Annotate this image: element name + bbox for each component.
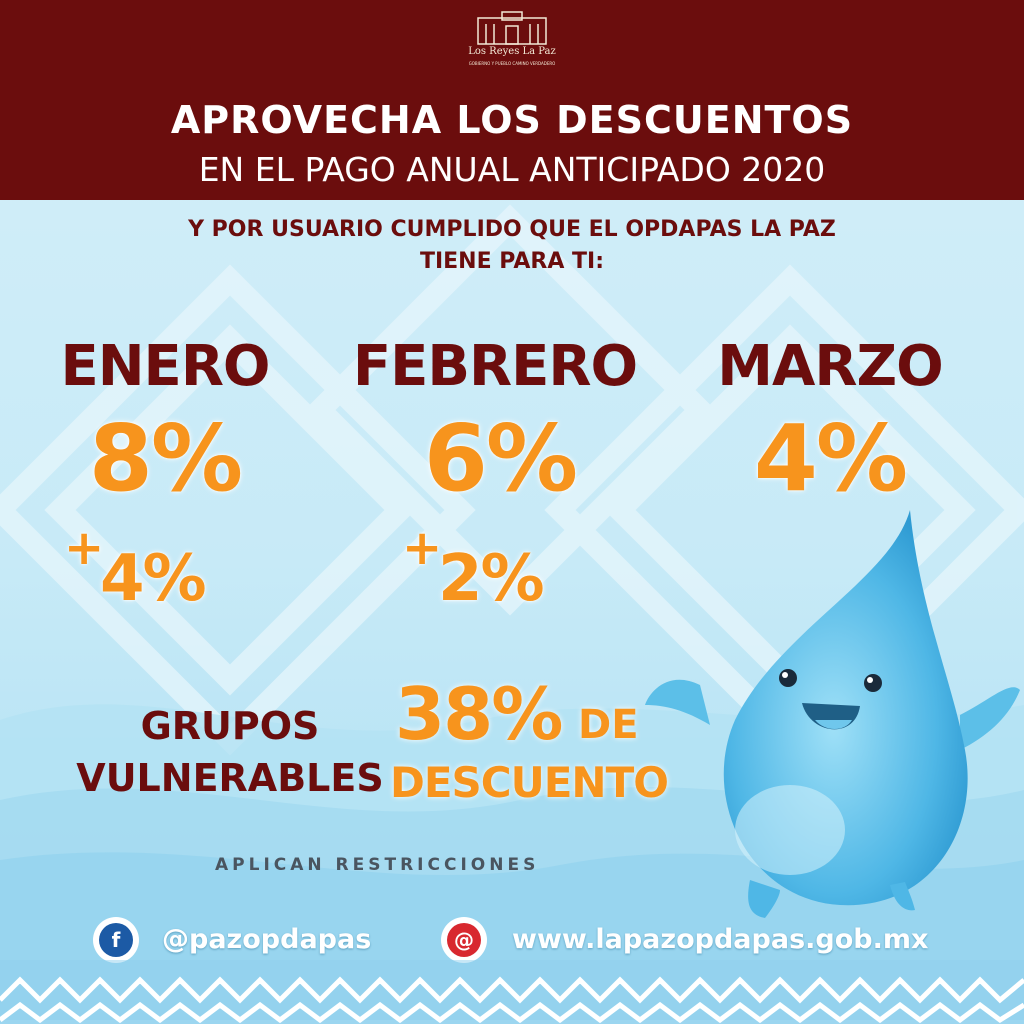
extra-discount-enero: 4% — [100, 542, 207, 616]
municipality-logo: Los Reyes La Paz GOBIERNO Y PUEBLO CAMIN… — [452, 10, 572, 80]
month-febrero: FEBRERO — [352, 334, 638, 399]
footer-pattern — [0, 960, 1024, 1024]
discount-marzo: 4% — [753, 405, 908, 512]
logo-title: Los Reyes La Paz — [468, 46, 556, 57]
subtitle: Y POR USUARIO CUMPLIDO QUE EL OPDAPAS LA… — [0, 214, 1024, 278]
organization-name: OPDAPAS LA PAZ — [625, 217, 836, 242]
discount-enero: 8% — [88, 405, 243, 512]
headline-sub: EN EL PAGO ANUAL ANTICIPADO 2020 — [198, 150, 826, 189]
vulnerable-discount-word: DESCUENTO — [390, 758, 669, 807]
plus-sign-febrero: + — [402, 520, 442, 576]
facebook-handle[interactable]: @pazopdapas — [162, 924, 372, 955]
at-sign-icon: @ — [447, 923, 481, 957]
subtitle-prefix: Y POR USUARIO CUMPLIDO QUE EL — [188, 217, 626, 242]
month-marzo: MARZO — [717, 334, 943, 399]
vulnerable-groups-label: GRUPOS VULNERABLES — [60, 700, 400, 804]
website-button[interactable]: @ — [441, 917, 487, 963]
header-banner: Los Reyes La Paz GOBIERNO Y PUEBLO CAMIN… — [0, 0, 1024, 200]
vulnerable-line2: VULNERABLES — [76, 756, 384, 800]
vulnerable-discount-percent: 38% — [395, 672, 563, 756]
vulnerable-discount-de: DE — [578, 702, 639, 748]
website-link[interactable]: www.lapazopdapas.gob.mx — [512, 924, 929, 955]
month-enero: ENERO — [60, 334, 270, 399]
restrictions-note: APLICAN RESTRICCIONES — [215, 855, 540, 875]
vulnerable-line1: GRUPOS — [140, 704, 320, 748]
subtitle-line2: TIENE PARA TI: — [419, 249, 605, 274]
headline: APROVECHA LOS DESCUENTOS — [170, 98, 854, 142]
building-icon — [477, 11, 547, 45]
discount-febrero: 6% — [423, 405, 578, 512]
facebook-icon: f — [99, 923, 133, 957]
extra-discount-febrero: 2% — [438, 542, 545, 616]
facebook-button[interactable]: f — [93, 917, 139, 963]
water-drop-mascot — [645, 510, 1020, 918]
plus-sign-enero: + — [64, 520, 104, 576]
logo-subtitle: GOBIERNO Y PUEBLO CAMINO VERDADERO — [468, 61, 556, 66]
